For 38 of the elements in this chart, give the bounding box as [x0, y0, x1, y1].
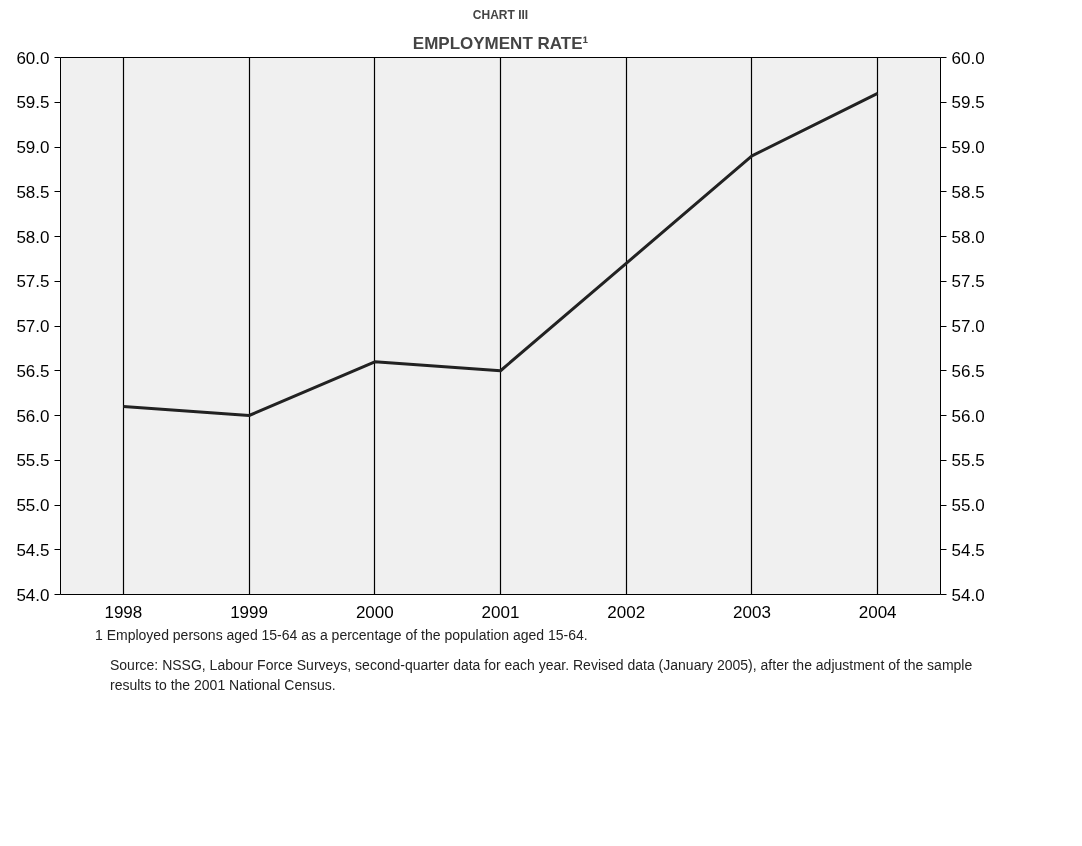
y2-tick-label: 58.0 [951, 227, 985, 247]
x-tick-label: 2001 [481, 602, 520, 622]
y2-tick-label: 55.0 [951, 496, 985, 515]
y2-tick-label: 57.5 [951, 272, 985, 292]
y-tick-label: 58.5 [16, 182, 50, 202]
x-tick-label: 2004 [858, 602, 897, 622]
y-tick-label: 59.5 [16, 93, 50, 113]
y2-tick-label: 60.0 [951, 48, 985, 68]
x-tick-label: 2000 [355, 602, 394, 622]
y2-tick-label: 54.5 [951, 540, 985, 560]
x-tick-label: 2003 [733, 602, 771, 622]
y2-tick-label: 59.5 [951, 93, 985, 113]
y-tick-label: 56.5 [16, 361, 50, 381]
y2-tick-label: 54.0 [951, 585, 985, 605]
y2-tick-label: 58.5 [951, 182, 985, 202]
y2-tick-label: 56.5 [951, 361, 985, 381]
chart-title: CHART III [472, 7, 529, 22]
y-tick-label: 57.5 [16, 272, 50, 292]
y2-tick-label: 56.0 [951, 406, 985, 426]
y-tick-label: 58.0 [16, 227, 50, 247]
y-tick-label: 55.0 [16, 496, 50, 515]
line-series [121, 91, 880, 417]
y-tick-label: 56.0 [16, 406, 50, 426]
y2-tick-label: 57.0 [951, 317, 985, 336]
y-tick-label: 59.0 [16, 138, 50, 157]
y2-tick-label: 59.0 [951, 138, 985, 157]
x-tick-label: 1998 [104, 602, 143, 622]
x-tick-label: 1999 [230, 602, 268, 622]
y-tick-label: 54.5 [16, 540, 50, 560]
text: 1 Employed persons aged 15-64 as a percentage of the population aged 15-64. [95, 626, 588, 645]
y-tick-label: 60.0 [16, 48, 50, 68]
y-tick-label: 54.0 [16, 585, 50, 605]
y-tick-label: 57.0 [16, 317, 50, 336]
y-tick-label: 55.5 [16, 451, 50, 471]
chart-subtitle: EMPLOYMENT RATE¹ [412, 33, 589, 53]
x-tick-label: 2002 [607, 602, 646, 622]
y2-tick-label: 55.5 [951, 451, 985, 471]
source-note: Source: NSSG, Labour Force Surveys, second-quarter data for each year. Revised data (January 2005), after the adjustment of the sample results to the 2001 National Census. [110, 656, 974, 695]
